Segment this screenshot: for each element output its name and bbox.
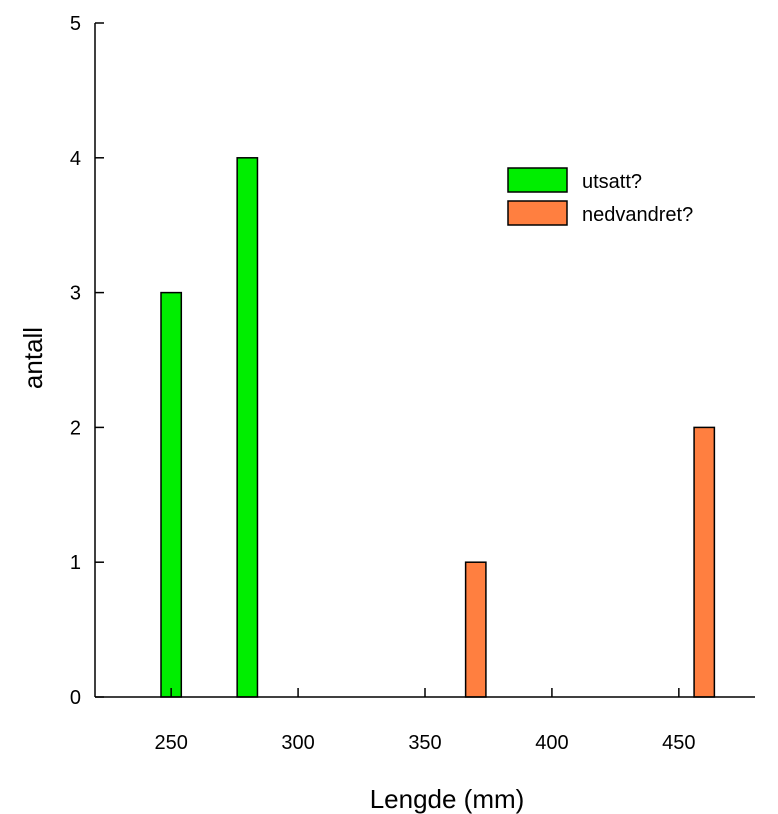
legend-swatch — [507, 167, 568, 193]
x-tick-label: 300 — [281, 732, 314, 754]
x-tick-label: 450 — [662, 732, 695, 754]
bar-nedvandret — [464, 561, 487, 698]
legend: utsatt? nedvandret? — [507, 167, 693, 226]
x-tick-label: 400 — [535, 732, 568, 754]
bar-utsatt — [160, 291, 183, 698]
x-axis-label: Lengde (mm) — [370, 784, 525, 814]
bars-layer — [160, 157, 716, 698]
y-axis-label: antall — [18, 327, 48, 389]
y-tick-label: 3 — [70, 283, 81, 305]
x-tick-label: 350 — [408, 732, 441, 754]
x-tick-label: 250 — [154, 732, 187, 754]
legend-label: nedvandret? — [582, 204, 693, 226]
bar-utsatt — [236, 157, 259, 698]
y-tick-label: 5 — [70, 13, 81, 35]
y-tick-label: 1 — [70, 552, 81, 574]
legend-label: utsatt? — [582, 171, 642, 193]
y-tick-label: 2 — [70, 417, 81, 439]
y-tick-label: 0 — [70, 687, 81, 709]
legend-swatch — [507, 200, 568, 226]
bar-nedvandret — [693, 426, 716, 698]
ticks-layer: 0 1 2 3 4 5 250 300 350 400 450 — [70, 13, 696, 754]
axes-layer — [94, 23, 755, 698]
y-tick-label: 4 — [70, 148, 81, 170]
